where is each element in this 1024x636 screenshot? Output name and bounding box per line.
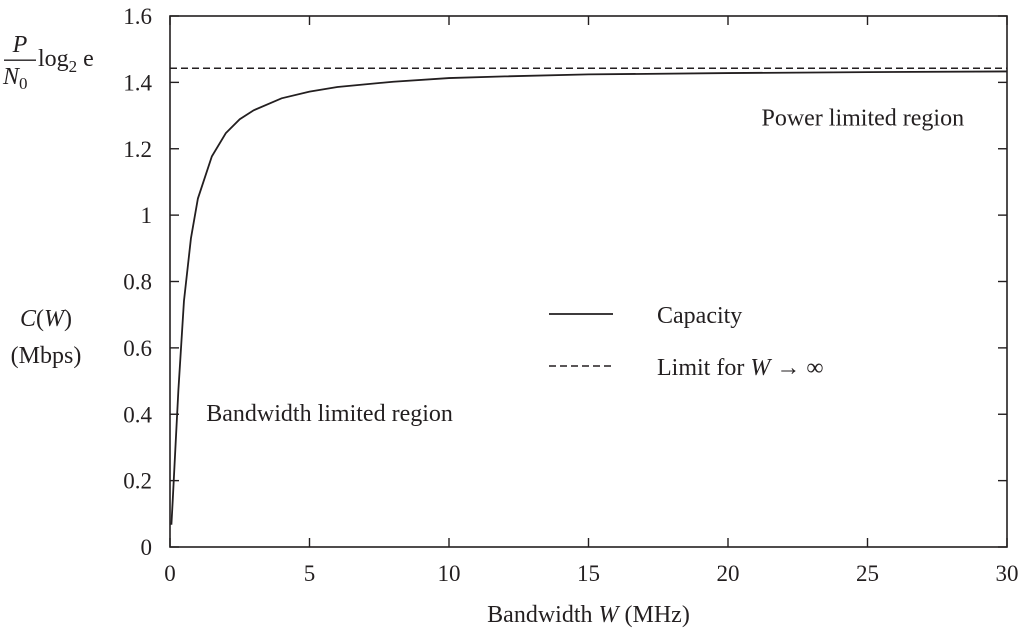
- y-tick-label: 0.4: [123, 402, 152, 427]
- capacity-curve: [170, 70, 1008, 525]
- power-limited-region-label: Power limited region: [761, 106, 964, 132]
- y-tick-label: 0.6: [123, 336, 152, 361]
- limit-label-numerator: P: [12, 32, 28, 58]
- legend-capacity-label: Capacity: [657, 303, 742, 329]
- y-tick-label: 0: [141, 535, 153, 560]
- y-axis-unit: (Mbps): [11, 343, 82, 369]
- y-axis-label: C(W): [20, 306, 72, 332]
- x-tick-label: 20: [717, 561, 740, 586]
- chart-labels: 0 5 10 15 20 25 30 0 0.2 0.4 0.6 0.8 1 1.2 1.4 1.6 P N0 lo…: [2, 4, 1019, 628]
- x-tick-label: 0: [164, 561, 176, 586]
- y-tick-label: 0.8: [123, 270, 152, 295]
- x-tick-label: 30: [996, 561, 1019, 586]
- bandwidth-limited-region-label: Bandwidth limited region: [206, 401, 453, 427]
- legend-limit-label: Limit for W → ∞: [657, 355, 823, 381]
- chart-marks: [170, 67, 1008, 525]
- x-axis-label: Bandwidth W (MHz): [487, 602, 690, 628]
- axes: [169, 15, 1008, 548]
- x-tick-label: 5: [304, 561, 316, 586]
- x-tick-label: 25: [856, 561, 879, 586]
- x-tick-label: 10: [438, 561, 461, 586]
- y-tick-label: 1.4: [123, 70, 152, 95]
- limit-label-log: log2 e: [38, 46, 94, 76]
- y-tick-label: 1.2: [123, 137, 152, 162]
- limit-label-denominator: N0: [2, 64, 28, 93]
- x-tick-label: 15: [577, 561, 600, 586]
- y-tick-label: 0.2: [123, 469, 152, 494]
- y-tick-label: 1: [141, 203, 153, 228]
- y-tick-label: 1.6: [123, 4, 152, 29]
